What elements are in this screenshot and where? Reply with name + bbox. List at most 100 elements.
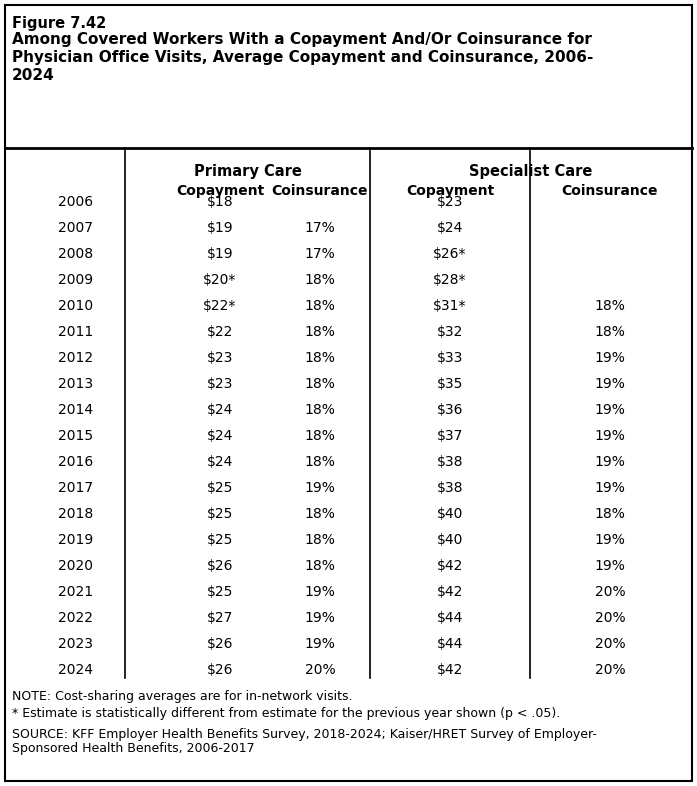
Text: 18%: 18% — [305, 507, 335, 521]
Text: $23: $23 — [207, 377, 233, 391]
Text: 2023: 2023 — [58, 637, 93, 651]
Text: 17%: 17% — [305, 247, 335, 261]
Text: $40: $40 — [437, 533, 464, 547]
Text: Physician Office Visits, Average Copayment and Coinsurance, 2006-: Physician Office Visits, Average Copayme… — [12, 50, 593, 65]
Text: 18%: 18% — [305, 429, 335, 443]
Text: Coinsurance: Coinsurance — [562, 184, 658, 198]
Text: 20%: 20% — [595, 611, 625, 625]
Text: $20*: $20* — [204, 273, 237, 287]
Text: $24: $24 — [437, 221, 464, 235]
Text: $24: $24 — [207, 429, 233, 443]
Text: $18: $18 — [207, 195, 233, 209]
Text: 20%: 20% — [595, 637, 625, 651]
Text: $27: $27 — [207, 611, 233, 625]
Text: $23: $23 — [207, 351, 233, 365]
Text: 19%: 19% — [595, 403, 625, 417]
Text: 2017: 2017 — [58, 481, 93, 495]
Text: 2012: 2012 — [58, 351, 93, 365]
Text: 2008: 2008 — [58, 247, 93, 261]
Text: 2009: 2009 — [58, 273, 93, 287]
Text: 2013: 2013 — [58, 377, 93, 391]
Text: 19%: 19% — [305, 585, 335, 599]
Text: 2024: 2024 — [58, 663, 93, 677]
Text: $28*: $28* — [434, 273, 467, 287]
Text: $35: $35 — [437, 377, 464, 391]
Text: 18%: 18% — [305, 455, 335, 469]
Text: 19%: 19% — [305, 481, 335, 495]
Text: 17%: 17% — [305, 221, 335, 235]
Text: $26: $26 — [207, 637, 233, 651]
Text: $44: $44 — [437, 637, 464, 651]
Text: $26: $26 — [207, 559, 233, 573]
Text: 19%: 19% — [595, 481, 625, 495]
Text: 18%: 18% — [595, 325, 625, 339]
Text: 18%: 18% — [305, 325, 335, 339]
Text: $25: $25 — [207, 507, 233, 521]
Text: $33: $33 — [437, 351, 464, 365]
Text: 2015: 2015 — [58, 429, 93, 443]
Text: * Estimate is statistically different from estimate for the previous year shown : * Estimate is statistically different fr… — [12, 707, 560, 720]
Text: 18%: 18% — [305, 377, 335, 391]
Text: 2018: 2018 — [58, 507, 93, 521]
Text: 2019: 2019 — [58, 533, 93, 547]
Text: $37: $37 — [437, 429, 464, 443]
Text: $25: $25 — [207, 533, 233, 547]
Text: Primary Care: Primary Care — [194, 164, 301, 179]
Text: 18%: 18% — [305, 533, 335, 547]
Text: $24: $24 — [207, 455, 233, 469]
Text: Copayment: Copayment — [406, 184, 494, 198]
Text: 18%: 18% — [305, 273, 335, 287]
Text: Sponsored Health Benefits, 2006-2017: Sponsored Health Benefits, 2006-2017 — [12, 742, 254, 755]
Text: 18%: 18% — [595, 507, 625, 521]
Text: 19%: 19% — [305, 637, 335, 651]
Text: 19%: 19% — [595, 351, 625, 365]
Text: 20%: 20% — [305, 663, 335, 677]
Text: 18%: 18% — [305, 299, 335, 313]
Text: 18%: 18% — [595, 299, 625, 313]
Text: $44: $44 — [437, 611, 464, 625]
Text: SOURCE: KFF Employer Health Benefits Survey, 2018-2024; Kaiser/HRET Survey of Em: SOURCE: KFF Employer Health Benefits Sur… — [12, 728, 597, 741]
Text: $22: $22 — [207, 325, 233, 339]
Text: $36: $36 — [437, 403, 464, 417]
Text: $24: $24 — [207, 403, 233, 417]
Text: Among Covered Workers With a Copayment And/Or Coinsurance for: Among Covered Workers With a Copayment A… — [12, 32, 592, 47]
Text: $26: $26 — [207, 663, 233, 677]
Text: $40: $40 — [437, 507, 464, 521]
Text: Coinsurance: Coinsurance — [272, 184, 368, 198]
Text: $42: $42 — [437, 663, 464, 677]
Text: $31*: $31* — [434, 299, 467, 313]
Text: Specialist Care: Specialist Care — [469, 164, 592, 179]
Text: $19: $19 — [207, 247, 233, 261]
Text: 19%: 19% — [305, 611, 335, 625]
Text: 18%: 18% — [305, 559, 335, 573]
Text: 2011: 2011 — [58, 325, 93, 339]
Text: $19: $19 — [207, 221, 233, 235]
Text: 20%: 20% — [595, 663, 625, 677]
Text: 2016: 2016 — [58, 455, 93, 469]
Text: 2006: 2006 — [58, 195, 93, 209]
Text: Copayment: Copayment — [176, 184, 264, 198]
Text: $42: $42 — [437, 559, 464, 573]
Text: 20%: 20% — [595, 585, 625, 599]
Text: 19%: 19% — [595, 455, 625, 469]
Text: $25: $25 — [207, 481, 233, 495]
Text: 2010: 2010 — [58, 299, 93, 313]
Text: 19%: 19% — [595, 559, 625, 573]
Text: $26*: $26* — [434, 247, 467, 261]
Text: 19%: 19% — [595, 377, 625, 391]
Text: $38: $38 — [437, 455, 464, 469]
Text: 18%: 18% — [305, 351, 335, 365]
Text: 2014: 2014 — [58, 403, 93, 417]
Text: 2022: 2022 — [58, 611, 93, 625]
Text: $25: $25 — [207, 585, 233, 599]
Text: Figure 7.42: Figure 7.42 — [12, 16, 106, 31]
Text: 2021: 2021 — [58, 585, 93, 599]
Text: 2020: 2020 — [58, 559, 93, 573]
Text: $23: $23 — [437, 195, 464, 209]
Text: $32: $32 — [437, 325, 464, 339]
Text: 19%: 19% — [595, 429, 625, 443]
Text: 2007: 2007 — [58, 221, 93, 235]
Text: $38: $38 — [437, 481, 464, 495]
Text: $42: $42 — [437, 585, 464, 599]
Text: 18%: 18% — [305, 403, 335, 417]
